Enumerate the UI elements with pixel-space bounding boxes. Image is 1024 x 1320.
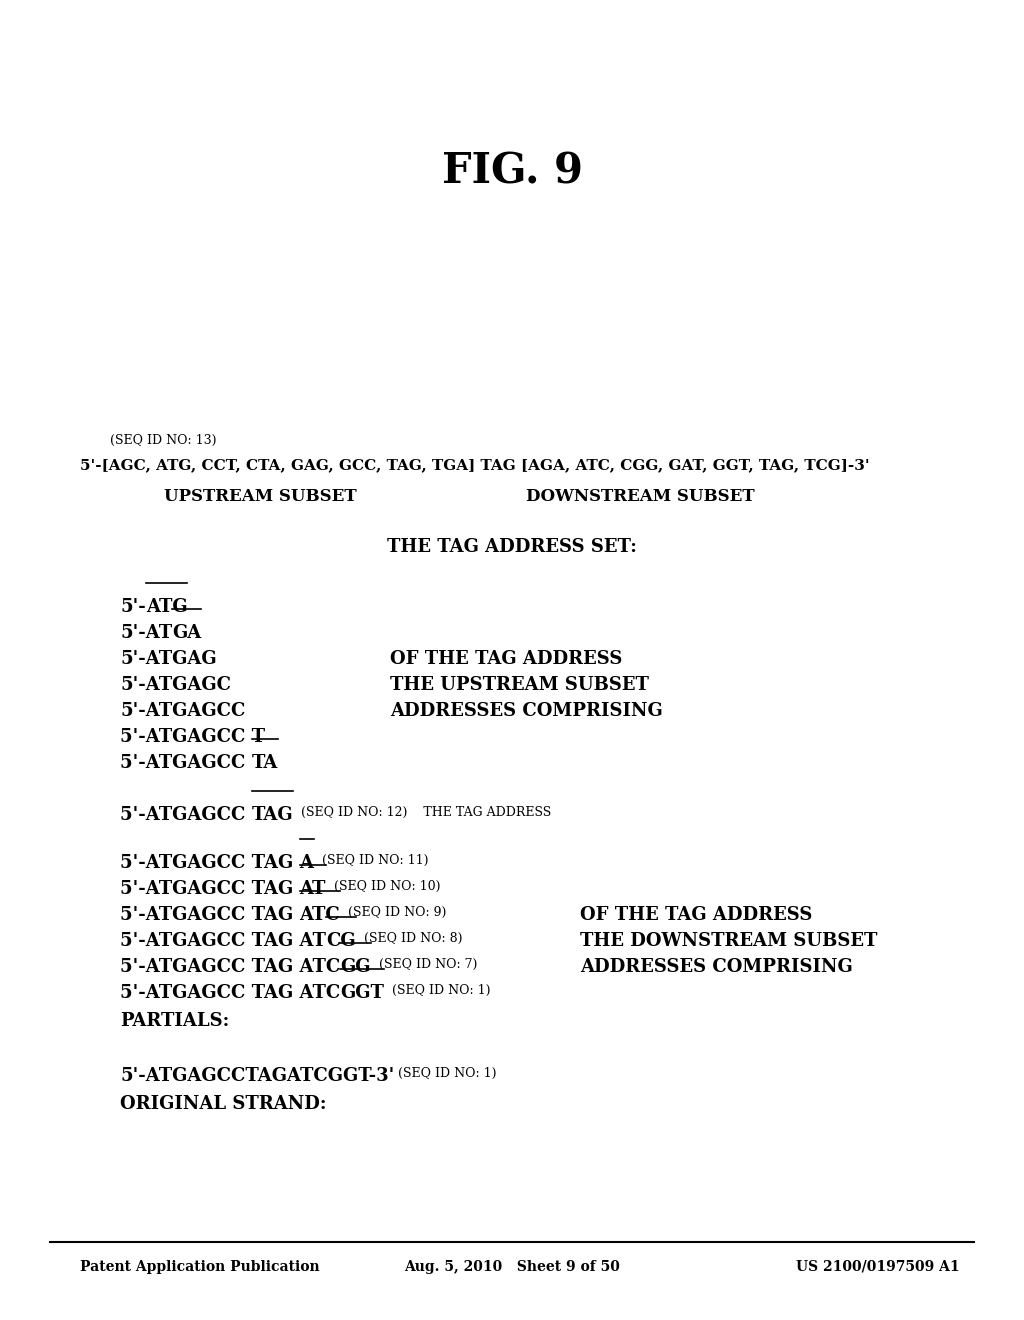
Text: 5'-ATGAGCC TAG AT: 5'-ATGAGCC TAG AT xyxy=(120,932,326,950)
Text: 5'-ATGAGCC TAG ATC: 5'-ATGAGCC TAG ATC xyxy=(120,983,340,1002)
Text: UPSTREAM SUBSET: UPSTREAM SUBSET xyxy=(164,488,356,506)
Text: 5'-ATGAGCC TAG: 5'-ATGAGCC TAG xyxy=(120,854,299,873)
Text: OF THE TAG ADDRESS: OF THE TAG ADDRESS xyxy=(580,906,812,924)
Text: CG: CG xyxy=(326,932,355,950)
Text: 5'-ATGAGCC: 5'-ATGAGCC xyxy=(120,807,252,824)
Text: (SEQ ID NO: 12)    THE TAG ADDRESS: (SEQ ID NO: 12) THE TAG ADDRESS xyxy=(293,807,552,818)
Text: 5'-[AGC, ATG, CCT, CTA, GAG, GCC, TAG, TGA] TAG [AGA, ATC, CGG, GAT, GGT, TAG, T: 5'-[AGC, ATG, CCT, CTA, GAG, GCC, TAG, T… xyxy=(80,458,869,473)
Text: 5'-ATGAGCC TAG: 5'-ATGAGCC TAG xyxy=(120,906,299,924)
Text: TA: TA xyxy=(252,754,278,772)
Text: 5'-: 5'- xyxy=(120,598,145,616)
Text: (SEQ ID NO: 7): (SEQ ID NO: 7) xyxy=(371,958,477,972)
Text: (SEQ ID NO: 10): (SEQ ID NO: 10) xyxy=(326,880,440,894)
Text: 5'-ATGAG: 5'-ATGAG xyxy=(120,649,217,668)
Text: (SEQ ID NO: 1): (SEQ ID NO: 1) xyxy=(394,1067,497,1080)
Text: AT: AT xyxy=(299,880,326,898)
Text: OF THE TAG ADDRESS: OF THE TAG ADDRESS xyxy=(390,649,623,668)
Text: THE DOWNSTREAM SUBSET: THE DOWNSTREAM SUBSET xyxy=(580,932,878,950)
Text: 5'-ATGAGCC TAG: 5'-ATGAGCC TAG xyxy=(120,880,299,898)
Text: Aug. 5, 2010   Sheet 9 of 50: Aug. 5, 2010 Sheet 9 of 50 xyxy=(404,1261,620,1274)
Text: 5'-ATGAGCC: 5'-ATGAGCC xyxy=(120,702,246,719)
Text: ADDRESSES COMPRISING: ADDRESSES COMPRISING xyxy=(390,702,663,719)
Text: (SEQ ID NO: 1): (SEQ ID NO: 1) xyxy=(384,983,490,997)
Text: GG: GG xyxy=(340,958,371,975)
Text: A: A xyxy=(299,854,313,873)
Text: ATG: ATG xyxy=(145,598,187,616)
Text: GA: GA xyxy=(172,624,202,642)
Text: 5'-ATGAGCC: 5'-ATGAGCC xyxy=(120,754,252,772)
Text: GGT: GGT xyxy=(340,983,384,1002)
Text: (SEQ ID NO: 13): (SEQ ID NO: 13) xyxy=(110,434,216,447)
Text: FIG. 9: FIG. 9 xyxy=(441,150,583,191)
Text: ADDRESSES COMPRISING: ADDRESSES COMPRISING xyxy=(580,958,853,975)
Text: (SEQ ID NO: 8): (SEQ ID NO: 8) xyxy=(355,932,462,945)
Text: THE TAG ADDRESS SET:: THE TAG ADDRESS SET: xyxy=(387,539,637,556)
Text: 5'-ATGAGCC TAG ATC: 5'-ATGAGCC TAG ATC xyxy=(120,958,340,975)
Text: US 2100/0197509 A1: US 2100/0197509 A1 xyxy=(797,1261,961,1274)
Text: TAG: TAG xyxy=(252,807,293,824)
Text: PARTIALS:: PARTIALS: xyxy=(120,1012,229,1030)
Text: Patent Application Publication: Patent Application Publication xyxy=(80,1261,319,1274)
Text: (SEQ ID NO: 11): (SEQ ID NO: 11) xyxy=(313,854,428,867)
Text: ORIGINAL STRAND:: ORIGINAL STRAND: xyxy=(120,1096,327,1113)
Text: THE UPSTREAM SUBSET: THE UPSTREAM SUBSET xyxy=(390,676,649,694)
Text: 5'-ATGAGCC T: 5'-ATGAGCC T xyxy=(120,729,265,746)
Text: 5'-AT: 5'-AT xyxy=(120,624,172,642)
Text: (SEQ ID NO: 9): (SEQ ID NO: 9) xyxy=(340,906,446,919)
Text: 5'-ATGAGC: 5'-ATGAGC xyxy=(120,676,231,694)
Text: ATC: ATC xyxy=(299,906,340,924)
Text: 5'-ATGAGCCTAGATCGGT-3': 5'-ATGAGCCTAGATCGGT-3' xyxy=(120,1067,394,1085)
Text: DOWNSTREAM SUBSET: DOWNSTREAM SUBSET xyxy=(525,488,755,506)
